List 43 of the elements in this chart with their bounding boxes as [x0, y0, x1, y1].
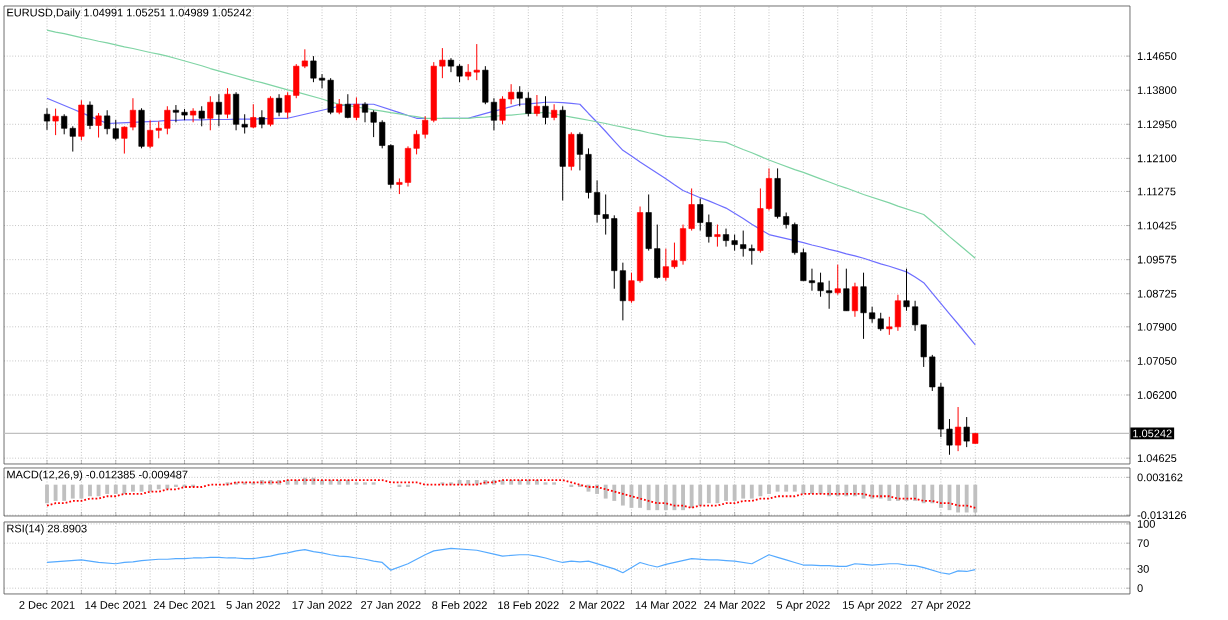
candlestick: [138, 107, 145, 149]
candlestick: [714, 224, 721, 248]
candlestick: [207, 95, 214, 131]
candlestick: [61, 113, 68, 135]
candlestick: [748, 244, 755, 266]
candlestick: [147, 119, 154, 149]
candlestick: [78, 99, 85, 141]
candlestick: [310, 55, 317, 83]
candlestick: [697, 197, 704, 232]
candlestick: [198, 105, 205, 127]
candlestick: [43, 107, 51, 131]
candlestick: [190, 107, 197, 123]
candlestick: [361, 101, 369, 123]
candlestick: [843, 268, 850, 312]
candlestick: [542, 95, 549, 125]
candlestick: [52, 108, 59, 136]
candlestick: [473, 43, 480, 81]
candlestick: [533, 94, 540, 117]
candlestick: [877, 312, 884, 332]
candlestick: [456, 63, 463, 83]
candlestick: [258, 109, 265, 129]
candlestick: [353, 96, 360, 121]
candlestick: [955, 406, 962, 452]
candlestick: [267, 95, 274, 127]
candlestick: [568, 131, 575, 171]
candlestick: [112, 119, 119, 141]
candlestick: [276, 93, 283, 117]
candlestick: [834, 264, 841, 296]
candlestick: [95, 112, 102, 139]
candlestick: [963, 416, 970, 448]
candlestick: [327, 77, 334, 115]
candlestick: [233, 91, 240, 131]
candlestick: [129, 97, 136, 131]
candlestick: [86, 100, 94, 130]
candlestick: [894, 294, 901, 332]
candlestick: [851, 282, 858, 318]
candlestick: [722, 228, 730, 248]
candlestick: [215, 93, 222, 127]
candlestick: [224, 87, 231, 119]
candlestick: [551, 103, 558, 121]
candlestick: [104, 109, 111, 135]
candlestick: [250, 103, 257, 129]
candlestick: [344, 93, 351, 119]
